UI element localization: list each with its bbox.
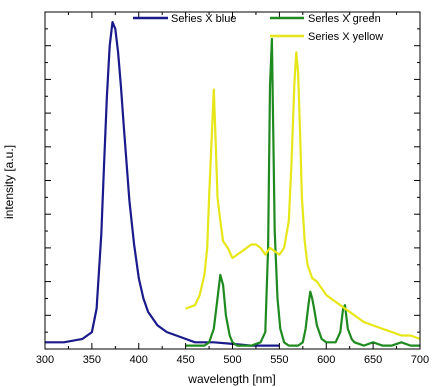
x-tick-label-4: 500 — [223, 354, 241, 366]
legend-label-2: Series X yellow — [308, 31, 383, 43]
x-tick-label-1: 350 — [83, 354, 101, 366]
x-tick-label-0: 300 — [36, 354, 54, 366]
x-tick-label-2: 400 — [130, 354, 148, 366]
x-tick-label-6: 600 — [317, 354, 335, 366]
x-tick-label-8: 700 — [411, 354, 429, 366]
x-tick-label-5: 550 — [270, 354, 288, 366]
x-tick-label-3: 450 — [176, 354, 194, 366]
legend: Series X blue Series X green Series X yell… — [133, 13, 383, 43]
plot-frame — [44, 11, 421, 350]
x-axis-title: wavelength [nm] — [187, 372, 275, 386]
series-line-2 — [185, 51, 421, 340]
x-tick-label-7: 650 — [364, 354, 382, 366]
y-axis-title: intensity [a.u.] — [2, 145, 16, 219]
plot-area — [45, 21, 421, 347]
legend-label-1: Series X green — [308, 13, 381, 25]
axes: 300 350 400 450 500 550 600 650 700 — [36, 11, 429, 366]
series-line-0 — [45, 21, 280, 347]
legend-label-0: Series X blue — [171, 13, 236, 25]
series-line-1 — [185, 37, 420, 347]
